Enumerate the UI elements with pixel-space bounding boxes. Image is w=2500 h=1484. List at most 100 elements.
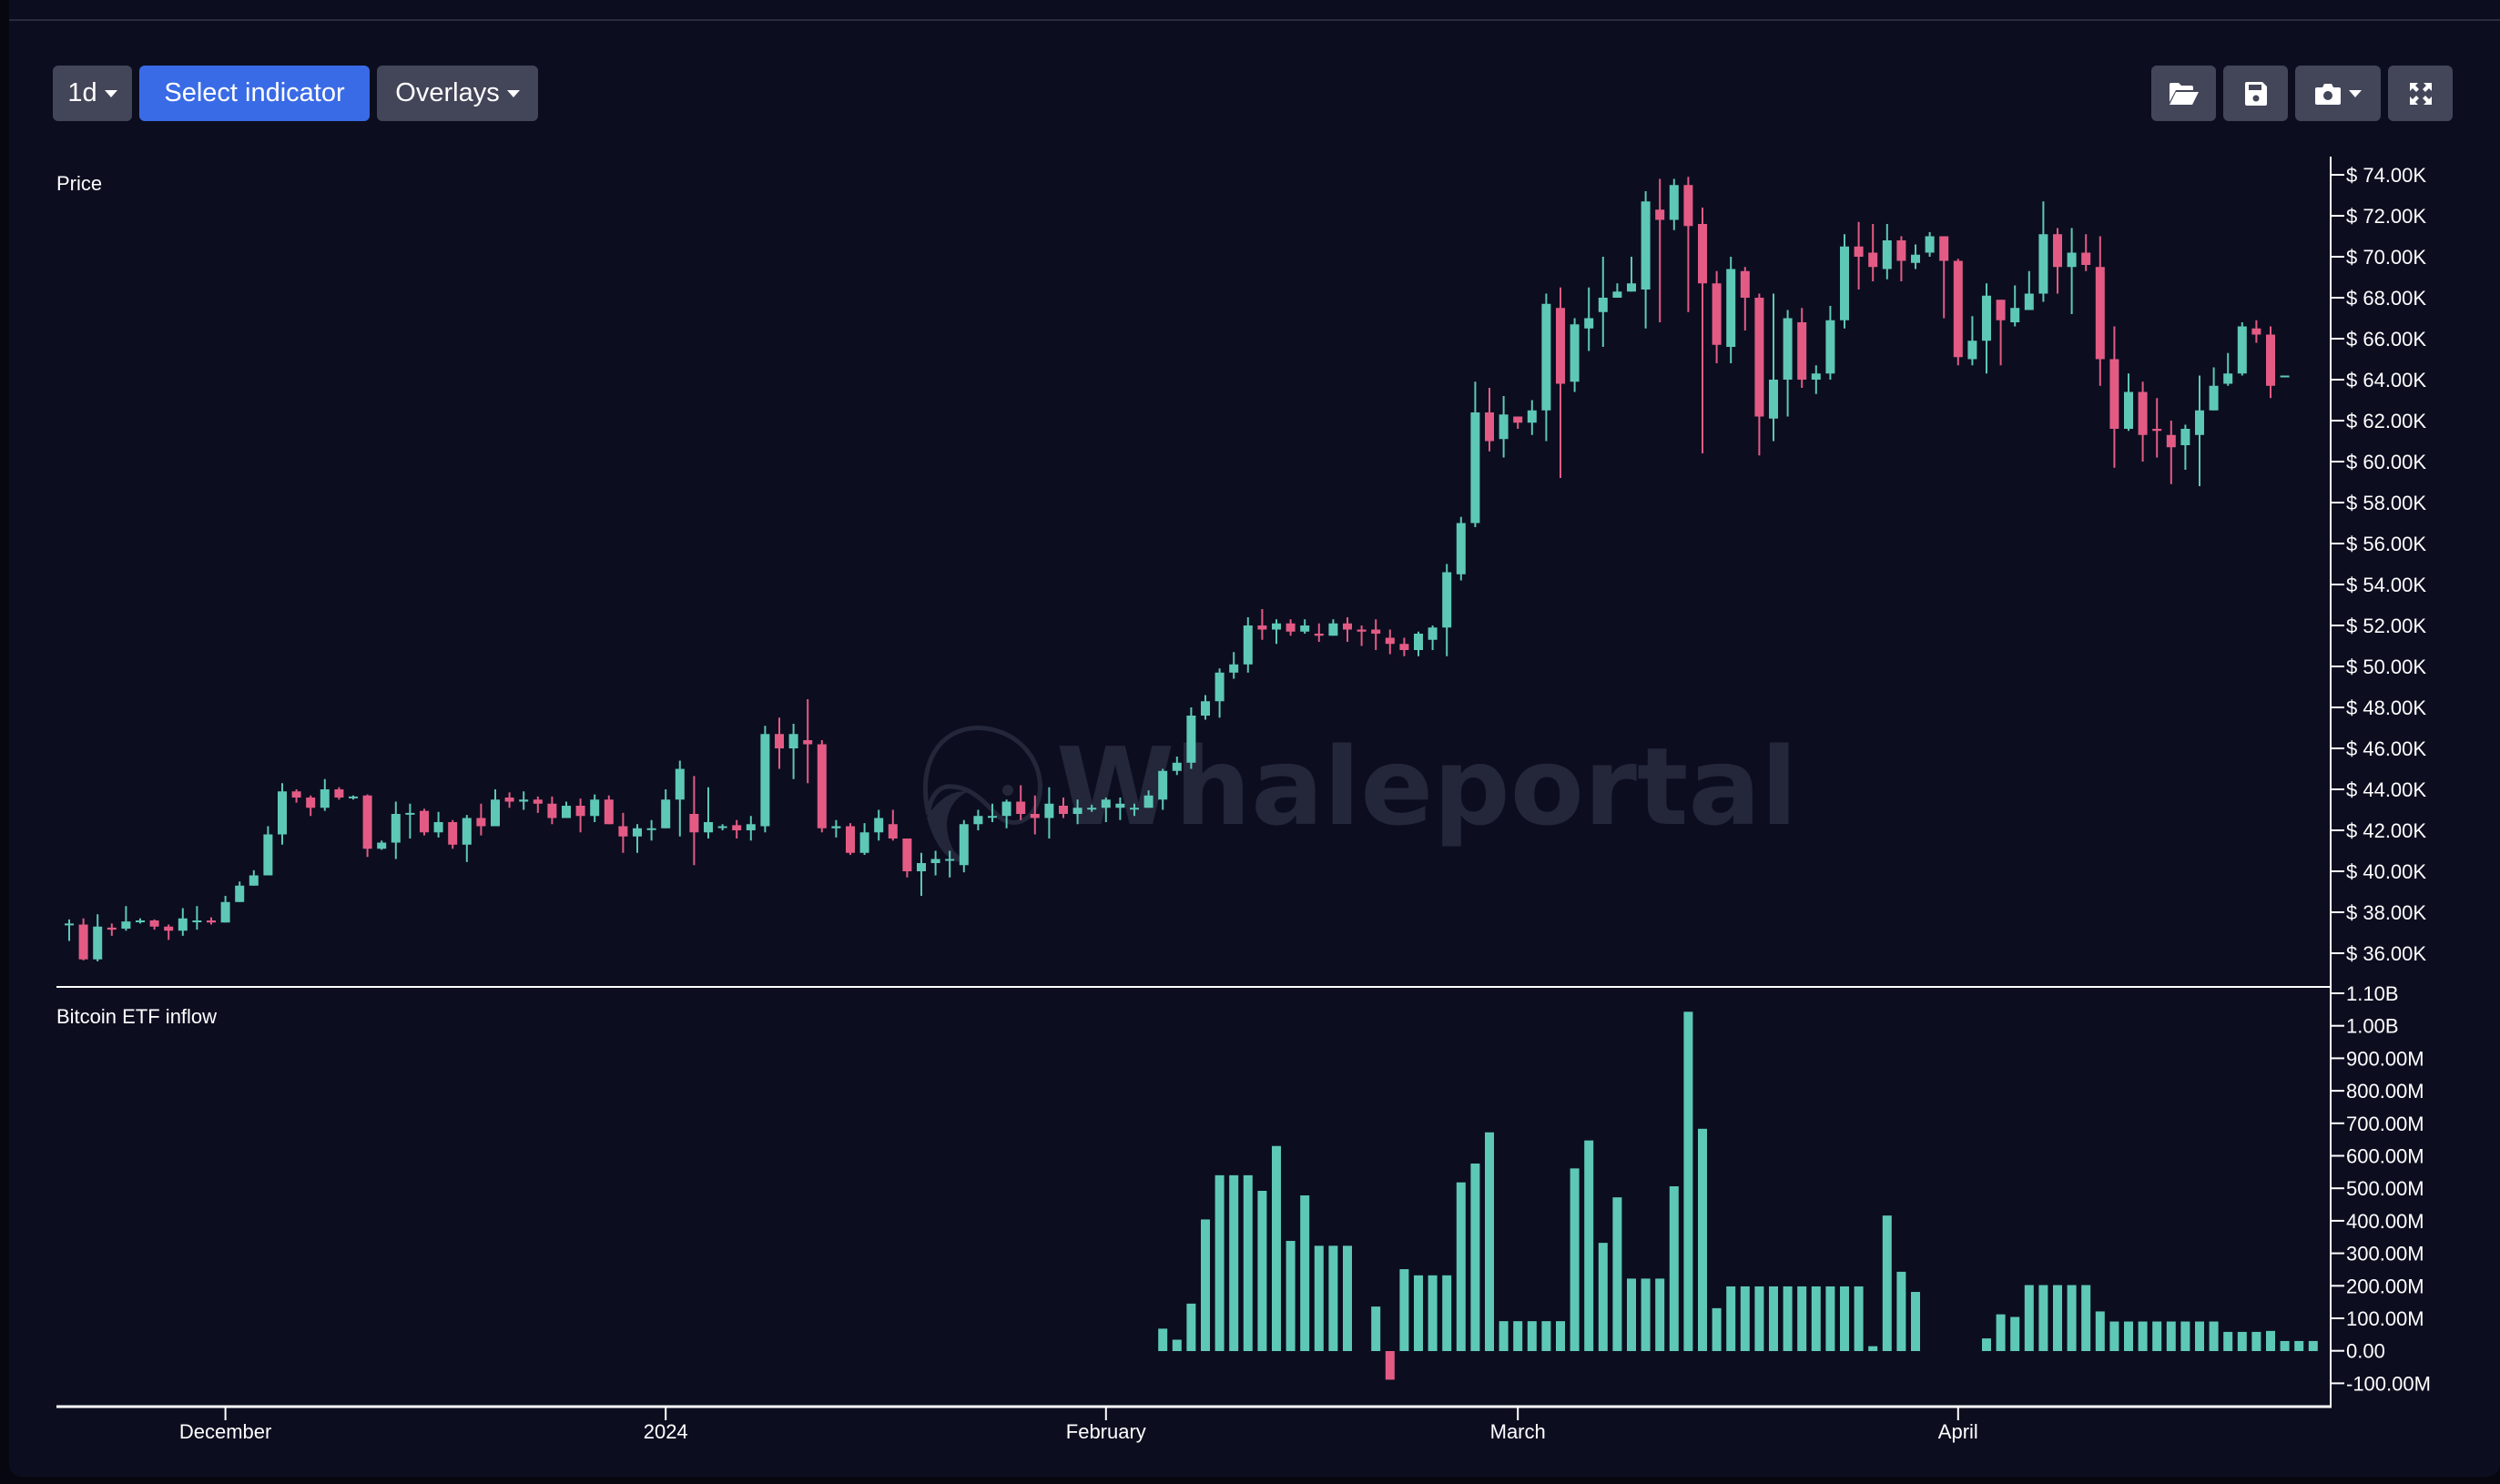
candle [178,908,188,936]
inflow-bar [1314,1245,1324,1351]
candle [604,795,614,825]
inflow-bar [1641,1278,1651,1351]
inflow-bar [1456,1182,1466,1351]
candle [93,914,103,961]
candle [1414,631,1423,656]
screenshot-dropdown[interactable] [2295,66,2381,121]
interval-dropdown[interactable]: 1d [53,66,132,121]
candle [1229,652,1239,679]
inflow-tick-label: 100.00M [2346,1307,2424,1330]
candle [661,789,671,828]
inflow-bar [1556,1321,1565,1351]
price-tick-label: $ 40.00K [2346,860,2426,883]
candle [1683,177,1693,312]
inflow-bar [1612,1197,1622,1351]
candle [2166,421,2176,484]
inflow-bar [1598,1243,1608,1351]
inflow-bar [2180,1321,2190,1351]
price-tick-label: $ 36.00K [2346,942,2426,965]
candle [1982,283,1991,374]
watermark-text: Whaleportal [1056,724,1797,849]
fullscreen-button[interactable] [2388,66,2453,121]
watermark: Whaleportal [922,724,1797,862]
candle [2180,424,2190,470]
inflow-tick-label: 400.00M [2346,1210,2424,1233]
candle [1783,310,1793,417]
price-tick-label: $ 46.00K [2346,737,2426,760]
save-button[interactable] [2223,66,2288,121]
candle [192,906,202,930]
candle [1357,625,1367,646]
inflow-bar [2294,1340,2304,1351]
candle [1300,619,1310,634]
candle [1456,516,1466,581]
x-tick-label: March [1490,1420,1546,1443]
candle [1825,306,1835,380]
inflow-bar [2223,1331,2233,1351]
candle [1044,787,1054,839]
candle [704,787,713,839]
open-button[interactable] [2151,66,2216,121]
candle [1143,790,1153,808]
overlays-dropdown[interactable]: Overlays [377,66,538,121]
candle [433,811,443,838]
candle [1513,416,1523,429]
candle [788,724,798,779]
candle [547,796,557,825]
candle [2081,234,2091,271]
candle [2152,398,2162,458]
candle [859,823,869,855]
inflow-bar [1414,1275,1423,1351]
inflow-bar [1428,1275,1438,1351]
inflow-bar [2095,1311,2105,1351]
candle [2038,201,2048,302]
candle [1882,224,1892,280]
inflow-bar [1982,1338,1991,1351]
candle [646,819,656,841]
candle [1172,757,1182,776]
inflow-bar [1726,1286,1736,1351]
inflow-bar [1257,1190,1267,1351]
inflow-bar [1470,1164,1480,1351]
candle [1286,619,1296,636]
candle [888,809,898,841]
chevron-down-icon [506,89,520,97]
candle [1214,668,1225,718]
price-tick-label: $ 64.00K [2346,369,2426,391]
whale-tail-icon [927,791,967,862]
candle [831,819,841,838]
candle [988,803,997,822]
x-tick-label: 2024 [644,1420,688,1443]
inflow-bar [1584,1140,1594,1351]
candle [1840,234,1849,329]
candle [121,906,131,931]
candle [533,796,543,813]
candle [1868,224,1878,281]
inflow-bar [1754,1286,1764,1351]
toolbar-right [2151,66,2453,121]
inflow-bar [2024,1285,2034,1351]
inflow-bar [1683,1011,1693,1351]
candle [575,798,585,833]
candle [1314,623,1324,642]
candle [1769,293,1778,442]
candle [1343,617,1352,642]
candle [2067,228,2077,314]
select-indicator-button[interactable]: Select indicator [139,66,370,121]
inflow-tick-label: 700.00M [2346,1113,2424,1135]
inflow-tick-label: 500.00M [2346,1177,2424,1200]
toolbar-left: 1d Select indicator Overlays [53,66,538,121]
inflow-bar [1243,1174,1253,1351]
candle [448,819,458,849]
candle [2209,367,2219,411]
x-tick-label: February [1066,1420,1146,1443]
candle [1854,221,1864,290]
candle [136,918,145,924]
inflow-bar [2138,1321,2148,1351]
candle [2024,270,2034,310]
candle [1428,625,1438,650]
candle [78,918,88,961]
inflow-bar [1996,1314,2006,1351]
inflow-bar [1882,1215,1892,1351]
